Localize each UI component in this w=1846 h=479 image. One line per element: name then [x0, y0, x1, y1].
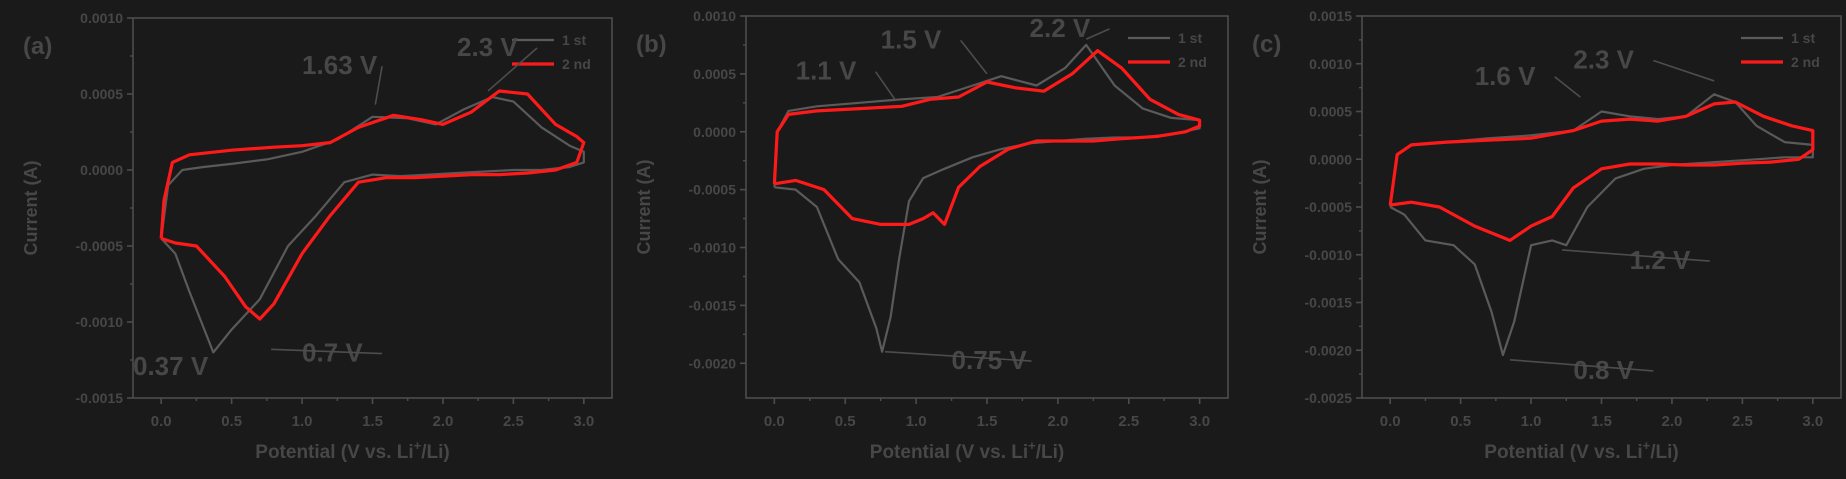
annotation-arrow — [874, 71, 896, 100]
peak-annotation: 2.2 V — [1030, 13, 1091, 43]
y-axis-label: Current (A) — [634, 160, 654, 255]
annotation-arrow — [1085, 28, 1110, 40]
legend-label: 1 st — [1178, 30, 1202, 46]
panel-label: (b) — [636, 31, 667, 58]
series-line-2nd — [159, 89, 586, 321]
y-tick-label: 0.0000 — [80, 162, 123, 178]
annotation-arrow — [1653, 59, 1715, 82]
y-axis-label: Current (A) — [21, 161, 41, 256]
peak-annotation: 0.8 V — [1573, 355, 1634, 385]
y-axis-label: Current (A) — [1250, 160, 1270, 255]
legend-label: 1 st — [1791, 30, 1815, 46]
y-tick-label: -0.0015 — [1305, 295, 1353, 311]
peak-annotation: 1.1 V — [796, 56, 857, 86]
x-tick-label: 3.0 — [573, 413, 594, 430]
y-tick-label: -0.0005 — [1305, 199, 1353, 215]
x-tick-label: 1.0 — [1521, 413, 1542, 430]
panels: 0.00100.00050.0000-0.0005-0.0010-0.00150… — [21, 8, 1842, 463]
x-axis-label: Potential (V vs. Li+/Li) — [870, 438, 1064, 463]
chart-panel: 0.0010 0.0005 0.0000 -0.0005 -0.0010 -0.0015 0… — [21, 10, 613, 463]
annotation-arrow — [1554, 76, 1581, 98]
legend-label: 2 nd — [562, 56, 591, 72]
y-tick-label: -0.0005 — [689, 182, 737, 198]
y-tick-label: 0.0000 — [1309, 151, 1352, 167]
series-line-2nd — [772, 49, 1202, 226]
peak-annotation: 1.2 V — [1630, 245, 1691, 275]
annotation-arrow — [271, 348, 383, 355]
y-tick-label: -0.0015 — [76, 390, 124, 406]
legend-label: 2 nd — [1791, 54, 1820, 70]
y-tick-label: 0.0005 — [80, 86, 123, 102]
peak-annotation: 1.5 V — [881, 24, 942, 54]
annotation-arrow — [960, 39, 988, 75]
y-tick-label: -0.0010 — [689, 240, 737, 256]
x-tick-label: 0.0 — [151, 413, 172, 430]
chart-panel: 0.0015 0.0010 0.0005 0.0000 -0.0005 -0.0010 -0… — [1250, 8, 1842, 463]
x-tick-label: 2.5 — [1118, 413, 1139, 430]
y-tick-label: 0.0000 — [693, 124, 736, 140]
annotation-arrow — [1561, 249, 1710, 262]
x-tick-label: 2.5 — [503, 413, 524, 430]
legend-label: 2 nd — [1178, 54, 1207, 70]
x-tick-label: 0.5 — [221, 413, 242, 430]
y-tick-label: -0.0005 — [76, 238, 124, 254]
y-tick-label: 0.0010 — [693, 8, 736, 24]
y-tick-label: -0.0010 — [76, 314, 124, 330]
legend-label: 1 st — [562, 32, 586, 48]
x-axis-label: Potential (V vs. Li+/Li) — [255, 438, 449, 463]
y-tick-label: -0.0015 — [689, 297, 737, 313]
x-tick-label: 2.0 — [433, 413, 454, 430]
chart-panel: 0.0010 0.0005 0.0000 -0.0005 -0.0010 -0.0015 -… — [634, 8, 1229, 463]
x-tick-label: 1.5 — [362, 413, 383, 430]
peak-annotation: 2.3 V — [457, 32, 518, 62]
x-tick-label: 1.0 — [292, 413, 313, 430]
y-tick-label: -0.0020 — [689, 355, 737, 371]
annotation-arrow — [487, 47, 538, 92]
x-tick-label: 0.5 — [1450, 413, 1471, 430]
panel-label: (a) — [23, 33, 52, 60]
panel-label: (c) — [1252, 31, 1281, 58]
peak-annotation: 1.63 V — [302, 50, 378, 80]
x-tick-label: 1.5 — [977, 413, 998, 430]
x-tick-label: 2.0 — [1047, 413, 1068, 430]
y-tick-label: 0.0010 — [80, 10, 123, 26]
y-tick-label: -0.0020 — [1305, 342, 1353, 358]
peak-annotation: 1.6 V — [1475, 61, 1536, 91]
x-tick-label: 1.0 — [906, 413, 927, 430]
y-tick-label: 0.0010 — [1309, 56, 1352, 72]
y-tick-label: 0.0015 — [1309, 8, 1352, 24]
series-line-2nd — [1388, 100, 1815, 242]
x-tick-label: 3.0 — [1189, 413, 1210, 430]
x-tick-label: 0.0 — [764, 413, 785, 430]
y-tick-label: -0.0010 — [1305, 247, 1353, 263]
x-tick-label: 0.5 — [835, 413, 856, 430]
peak-annotation: 0.37 V — [133, 351, 209, 381]
x-tick-label: 0.0 — [1380, 413, 1401, 430]
peak-annotation: 2.3 V — [1573, 45, 1634, 75]
y-tick-label: 0.0005 — [693, 66, 736, 82]
x-tick-label: 2.5 — [1732, 413, 1753, 430]
annotation-arrow — [374, 66, 383, 105]
series-line-1st — [160, 95, 585, 354]
annotation-arrow — [884, 350, 1032, 362]
x-axis-label: Potential (V vs. Li+/Li) — [1484, 438, 1678, 463]
x-tick-label: 2.0 — [1662, 413, 1683, 430]
y-tick-label: 0.0005 — [1309, 104, 1352, 120]
x-tick-label: 3.0 — [1802, 413, 1823, 430]
y-tick-label: -0.0025 — [1305, 390, 1353, 406]
x-tick-label: 1.5 — [1591, 413, 1612, 430]
annotation-arrow — [1509, 359, 1654, 372]
